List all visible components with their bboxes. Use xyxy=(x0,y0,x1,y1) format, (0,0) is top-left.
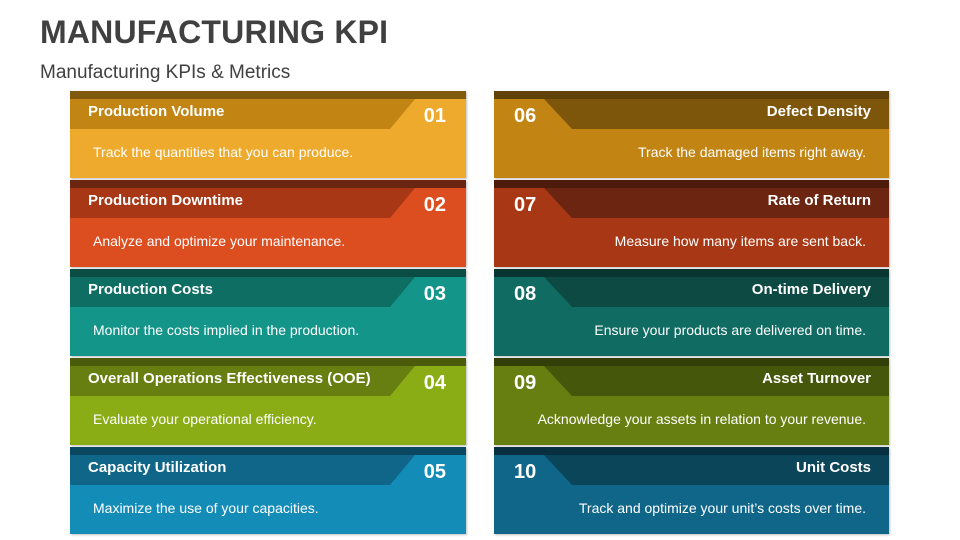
kpi-card-03: Production Costs 03 Monitor the costs im… xyxy=(70,269,466,356)
kpi-title: Defect Density xyxy=(766,103,871,120)
kpi-description: Monitor the costs implied in the product… xyxy=(93,322,360,338)
kpi-number: 03 xyxy=(423,283,446,305)
kpi-title: Asset Turnover xyxy=(762,370,871,387)
header-band xyxy=(70,188,415,218)
kpi-title: Production Costs xyxy=(88,281,214,298)
header-band xyxy=(544,455,889,485)
card-top-strip xyxy=(70,180,466,188)
kpi-description: Maximize the use of your capacities. xyxy=(93,500,319,516)
kpi-card-01: Production Volume 01 Track the quantitie… xyxy=(70,91,466,178)
kpi-title: Unit Costs xyxy=(796,459,871,476)
header-band xyxy=(70,366,415,396)
kpi-number: 09 xyxy=(514,372,537,394)
card-top-strip xyxy=(494,180,889,188)
kpi-card-02: Production Downtime 02 Analyze and optim… xyxy=(70,180,466,267)
kpi-number: 10 xyxy=(514,461,537,483)
kpi-number: 04 xyxy=(423,372,446,394)
kpi-card-04: Overall Operations Effectiveness (OOE) 0… xyxy=(70,358,466,445)
kpi-number: 01 xyxy=(423,105,446,127)
header-band xyxy=(70,99,415,129)
kpi-number: 02 xyxy=(423,194,446,216)
header-band xyxy=(544,277,889,307)
kpi-card-06: 06 Defect Density Track the damaged item… xyxy=(494,91,889,178)
kpi-description: Evaluate your operational efficiency. xyxy=(93,411,317,427)
kpi-title: Production Downtime xyxy=(88,192,243,209)
header-band xyxy=(70,455,415,485)
kpi-title: Production Volume xyxy=(88,103,225,120)
kpi-description: Analyze and optimize your maintenance. xyxy=(93,233,346,249)
kpi-description: Track and optimize your unit’s costs ove… xyxy=(578,500,866,516)
page-title: MANUFACTURING KPI xyxy=(40,14,389,50)
kpi-card-10: 10 Unit Costs Track and optimize your un… xyxy=(494,447,889,534)
kpi-number: 05 xyxy=(423,461,446,483)
card-top-strip xyxy=(494,447,889,455)
header-band xyxy=(70,277,415,307)
kpi-title: Rate of Return xyxy=(767,192,871,209)
kpi-number: 06 xyxy=(514,105,537,127)
header-band xyxy=(544,366,889,396)
kpi-description: Track the damaged items right away. xyxy=(638,144,866,160)
kpi-description: Ensure your products are delivered on ti… xyxy=(594,322,866,338)
card-top-strip xyxy=(70,447,466,455)
kpi-title: Overall Operations Effectiveness (OOE) xyxy=(88,370,371,387)
card-top-strip xyxy=(494,91,889,99)
kpi-card-08: 08 On-time Delivery Ensure your products… xyxy=(494,269,889,356)
card-top-strip xyxy=(494,269,889,277)
kpi-description: Acknowledge your assets in relation to y… xyxy=(537,411,866,427)
kpi-description: Measure how many items are sent back. xyxy=(614,233,866,249)
page-subtitle: Manufacturing KPIs & Metrics xyxy=(40,62,291,83)
card-top-strip xyxy=(494,358,889,366)
card-top-strip xyxy=(70,91,466,99)
kpi-number: 07 xyxy=(514,194,537,216)
kpi-card-05: Capacity Utilization 05 Maximize the use… xyxy=(70,447,466,534)
header-band xyxy=(544,99,889,129)
kpi-card-07: 07 Rate of Return Measure how many items… xyxy=(494,180,889,267)
kpi-description: Track the quantities that you can produc… xyxy=(93,144,354,160)
header-band xyxy=(544,188,889,218)
card-top-strip xyxy=(70,269,466,277)
kpi-card-09: 09 Asset Turnover Acknowledge your asset… xyxy=(494,358,889,445)
kpi-title: On-time Delivery xyxy=(751,281,871,298)
card-top-strip xyxy=(70,358,466,366)
kpi-number: 08 xyxy=(514,283,537,305)
kpi-title: Capacity Utilization xyxy=(88,459,227,476)
